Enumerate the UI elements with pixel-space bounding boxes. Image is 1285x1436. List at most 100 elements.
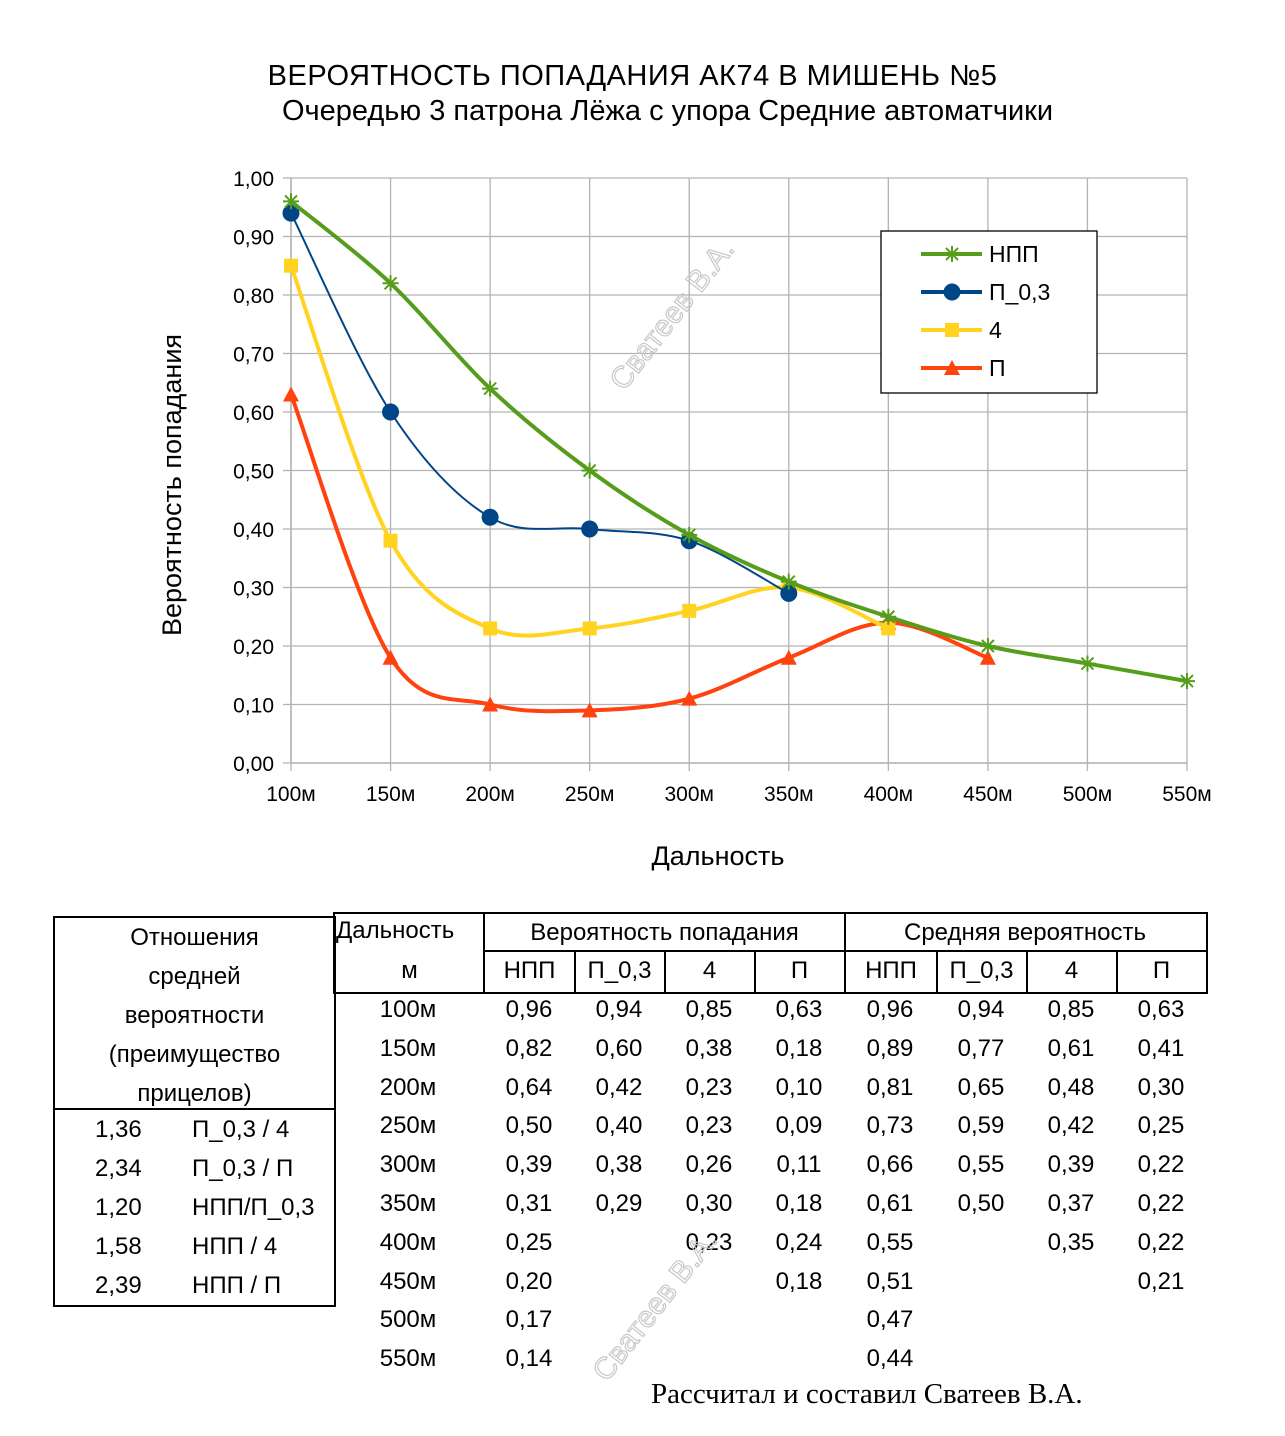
ratio-row: 1,58 НПП / 4 [55,1227,334,1266]
value-cell: 0,23 [685,1228,733,1256]
col-range-header: Дальность [336,917,455,944]
ratio-header-line: вероятности [124,1002,265,1029]
y-tick-label: 0,50 [233,461,274,484]
y-tick-labels: 0,00 0,10 0,20 0,30 0,40 0,50 0,60 0,70 0,80 0,90… [233,168,274,776]
x-tick-label: 350м [764,783,813,806]
data-point [780,573,797,590]
data-point [582,621,597,636]
data-point [681,526,698,543]
value-cell: 0,94 [957,996,1005,1023]
sub-header: П_0,3 [587,957,652,984]
col-unit-header: м [401,957,418,984]
x-tick-label: 450м [963,783,1012,806]
value-cell [664,1339,754,1378]
ratio-label: НПП / П [192,1272,282,1299]
data-point [881,621,896,636]
value-cell [936,1339,1026,1378]
value-cell: 0,66 [866,1151,914,1179]
data-point [382,275,399,292]
value-cell: 0,64 [505,1073,553,1101]
range-cell: 200м [379,1073,437,1101]
sub-header: НПП [503,957,556,984]
value-cell: 0,51 [866,1267,914,1295]
value-cell: 0,85 [685,996,733,1023]
value-cell: 0,89 [866,1034,914,1062]
ratio-header-line: средней [148,963,241,990]
data-point [1079,655,1096,672]
legend-label: П [989,355,1006,381]
value-cell: 0,81 [866,1073,914,1101]
value-cell: 0,39 [1047,1151,1095,1179]
data-point [382,403,400,421]
value-cell [574,1262,664,1301]
data-point [483,621,498,636]
x-tick-label: 500м [1063,783,1112,806]
value-cell: 0,26 [685,1151,733,1179]
y-tick-label: 0,60 [233,402,274,425]
value-cell: 0,48 [1047,1073,1095,1101]
ratio-row: 2,34 П_0,3 / П [55,1149,334,1188]
x-tick-label: 250м [565,783,614,806]
header-divider [574,950,576,992]
header-divider [1116,950,1118,992]
value-cell: 0,59 [957,1112,1005,1140]
value-cell: 0,77 [957,1034,1005,1062]
value-cell: 0,96 [505,996,553,1023]
range-cell: 350м [379,1190,437,1217]
value-cell: 0,47 [866,1306,914,1334]
range-cell: 400м [379,1228,437,1256]
sub-header: 4 [702,957,717,984]
data-point [945,323,959,337]
value-cell: 0,31 [505,1190,553,1217]
y-tick-label: 0,10 [233,695,274,718]
value-cell: 0,41 [1137,1034,1185,1062]
ratio-row: 1,36 П_0,3 / 4 [55,1110,334,1149]
value-cell [664,1262,754,1301]
ratio-header-line: прицелов) [137,1080,252,1107]
ratio-label: П_0,3 / П [192,1155,294,1182]
value-cell: 0,30 [685,1190,733,1217]
data-point [943,283,961,301]
value-cell: 0,42 [595,1073,643,1101]
value-cell: 0,25 [505,1228,553,1256]
data-point [284,258,298,273]
data-point [581,520,599,538]
value-cell: 0,22 [1137,1190,1185,1217]
value-cell: 0,29 [595,1190,643,1217]
value-cell: 0,23 [685,1112,733,1140]
legend-label: 4 [989,317,1002,343]
data-point [944,246,960,262]
data-point [682,603,697,618]
sub-header: 4 [1064,957,1079,984]
data-point [481,508,499,526]
value-cell: 0,39 [505,1151,553,1179]
value-cell [1116,1339,1206,1378]
range-cell: 500м [379,1306,437,1334]
value-cell: 0,55 [866,1228,914,1256]
value-cell: 0,35 [1047,1228,1095,1256]
x-axis-label: Дальность [652,841,785,871]
value-cell: 0,20 [505,1267,553,1295]
ratio-row: 2,39 НПП / П [55,1266,334,1305]
y-tick-label: 0,90 [233,227,274,250]
value-cell: 0,17 [505,1306,553,1334]
legend-entry: 4 [921,317,1002,343]
data-point [681,690,698,706]
ratio-row: 1,20 НПП/П_0,3 [55,1188,334,1227]
value-cell: 0,50 [957,1190,1005,1217]
y-tick-label: 1,00 [233,168,274,191]
value-cell: 0,11 [776,1151,822,1179]
ratio-value: 2,39 [95,1272,142,1299]
value-cell: 0,22 [1137,1151,1185,1179]
header-divider [1026,950,1028,992]
ratio-table-header: Отношения средней вероятности (преимущес… [55,918,334,1110]
series-line [289,199,1188,684]
data-point [581,462,598,479]
group-avg-header: Средняя вероятность [903,919,1147,946]
data-table-header [333,912,1208,994]
series-НПП [283,193,1195,690]
value-cell [574,1223,664,1262]
value-cell: 0,50 [505,1112,553,1140]
y-tick-label: 0,40 [233,519,274,542]
value-cell [574,1300,664,1339]
